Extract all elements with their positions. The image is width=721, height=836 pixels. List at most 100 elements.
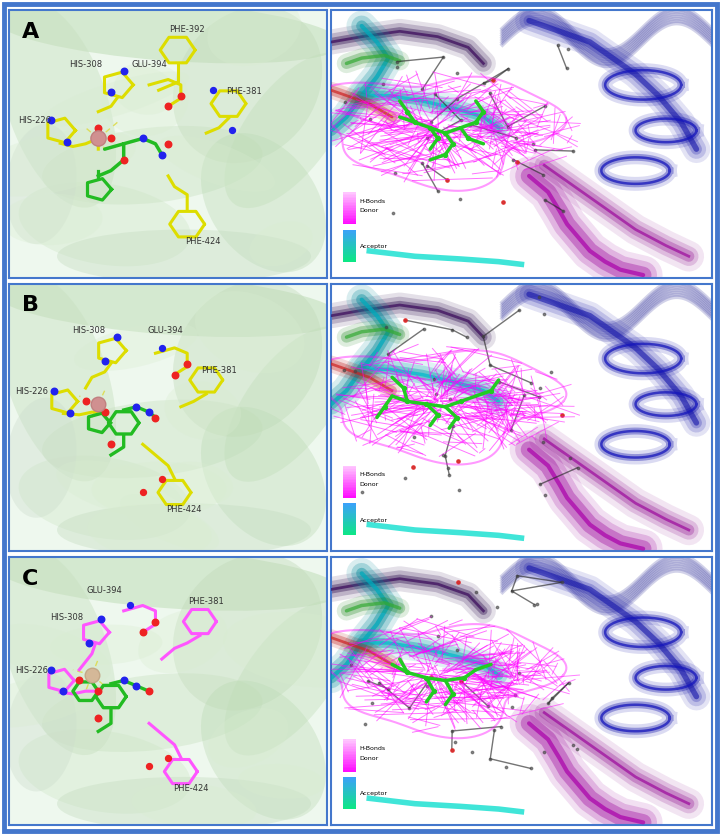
Bar <box>342 508 356 510</box>
Point <box>511 156 523 170</box>
Point <box>500 761 511 774</box>
Bar <box>342 780 356 782</box>
Point <box>150 411 162 425</box>
Point <box>379 400 390 414</box>
Point <box>429 88 441 101</box>
Ellipse shape <box>0 548 116 755</box>
Bar <box>342 232 356 233</box>
Point <box>439 450 451 463</box>
Ellipse shape <box>42 674 262 752</box>
Bar <box>342 484 356 486</box>
Point <box>363 675 374 688</box>
Ellipse shape <box>208 708 288 767</box>
Bar <box>342 233 356 235</box>
Ellipse shape <box>120 494 219 551</box>
Bar <box>342 767 356 768</box>
Bar <box>342 249 356 251</box>
Point <box>557 205 569 218</box>
Point <box>529 144 541 157</box>
Point <box>156 149 167 162</box>
Point <box>207 84 218 98</box>
Bar <box>342 744 356 746</box>
Point <box>557 408 568 421</box>
Point <box>461 331 472 344</box>
Bar <box>342 220 356 222</box>
Bar <box>342 742 356 744</box>
Point <box>446 743 458 757</box>
Point <box>528 138 539 151</box>
Point <box>366 696 377 710</box>
Point <box>440 149 451 162</box>
Text: PHE-381: PHE-381 <box>188 596 224 605</box>
Point <box>365 113 376 126</box>
Point <box>87 669 98 682</box>
Point <box>528 598 540 611</box>
Point <box>410 116 421 130</box>
Ellipse shape <box>224 600 353 756</box>
Point <box>567 145 579 159</box>
Point <box>143 406 155 420</box>
Bar <box>342 512 356 513</box>
Bar <box>342 495 356 497</box>
Point <box>478 78 490 91</box>
Bar <box>342 261 356 263</box>
Bar <box>342 806 356 808</box>
Ellipse shape <box>223 612 385 688</box>
Bar <box>342 801 356 803</box>
Bar <box>342 517 356 518</box>
Point <box>539 489 551 502</box>
Point <box>425 670 437 684</box>
Point <box>451 411 463 425</box>
Point <box>538 745 549 758</box>
Bar <box>342 528 356 529</box>
Point <box>391 61 402 74</box>
Bar <box>342 792 356 793</box>
Point <box>477 106 489 120</box>
Ellipse shape <box>173 554 322 711</box>
Bar <box>342 257 356 259</box>
Point <box>433 630 444 643</box>
Ellipse shape <box>74 323 198 371</box>
Point <box>420 398 432 411</box>
Bar <box>342 474 356 476</box>
Point <box>502 120 513 134</box>
Bar <box>342 245 356 247</box>
Point <box>99 355 110 369</box>
Point <box>534 390 545 404</box>
Ellipse shape <box>0 675 100 728</box>
Point <box>421 132 433 145</box>
Ellipse shape <box>0 0 342 64</box>
Point <box>175 89 187 103</box>
Point <box>118 66 130 79</box>
Point <box>425 609 437 623</box>
Point <box>425 670 437 684</box>
Text: HIS-226: HIS-226 <box>15 665 48 675</box>
Ellipse shape <box>19 183 190 267</box>
Ellipse shape <box>195 292 304 374</box>
Point <box>382 348 394 361</box>
Point <box>525 376 536 390</box>
Point <box>482 700 494 713</box>
Bar <box>342 761 356 762</box>
Point <box>448 420 459 433</box>
Ellipse shape <box>113 68 175 115</box>
Bar <box>342 515 356 517</box>
Ellipse shape <box>173 8 322 164</box>
Bar <box>342 469 356 471</box>
Bar <box>342 472 356 474</box>
Point <box>556 576 567 589</box>
Bar <box>342 804 356 806</box>
Point <box>513 666 524 680</box>
Point <box>162 138 174 151</box>
Ellipse shape <box>238 764 324 799</box>
Bar <box>342 242 356 243</box>
Point <box>408 431 420 445</box>
Point <box>45 114 56 127</box>
Point <box>567 738 578 752</box>
Point <box>441 174 453 187</box>
Point <box>572 461 583 475</box>
Text: GLU-394: GLU-394 <box>147 325 183 334</box>
Text: Donor: Donor <box>360 208 379 213</box>
Point <box>428 685 440 698</box>
Point <box>338 364 350 378</box>
